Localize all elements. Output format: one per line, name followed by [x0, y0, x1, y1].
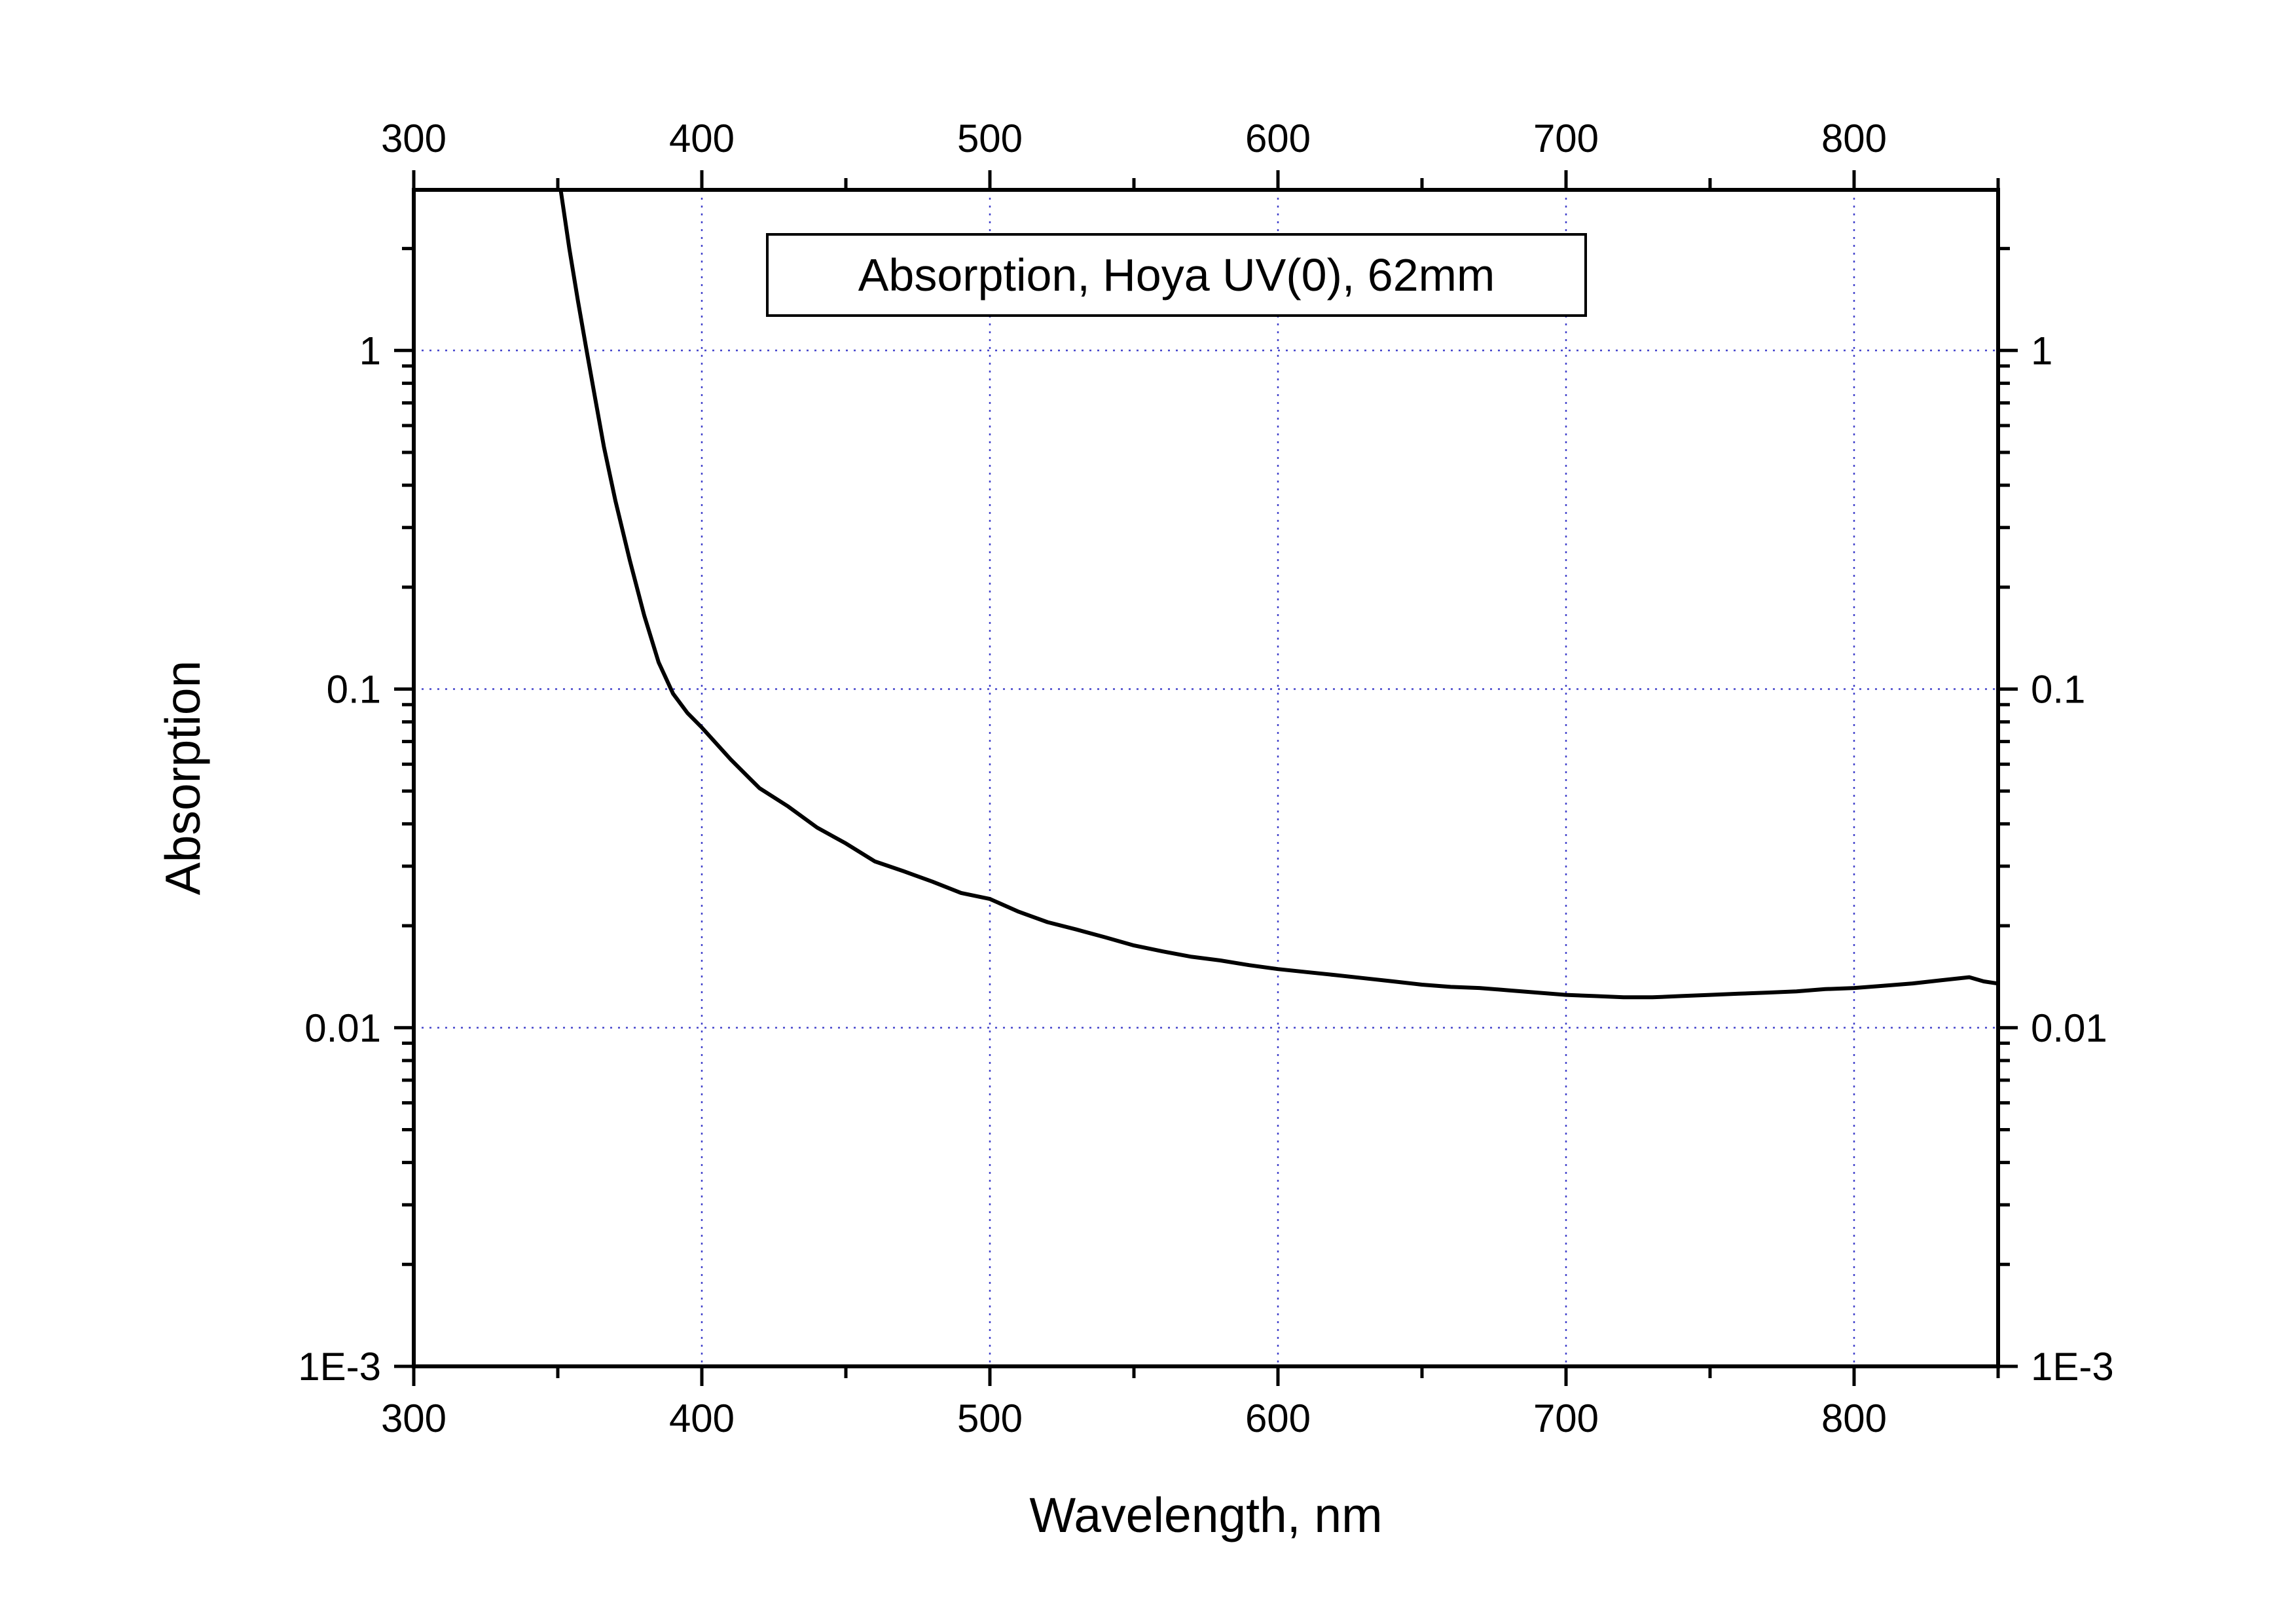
right-y-tick-label: 1: [2031, 329, 2052, 373]
y-tick-label: 1E-3: [298, 1345, 381, 1389]
absorption-series-line: [558, 189, 1999, 1000]
tick-labels: 300 300 400 400 500 500 600 600 700 700 800 800 1E-3…: [298, 117, 2114, 1440]
grid-lines: [414, 190, 1998, 1366]
top-x-tick-label: 800: [1821, 117, 1887, 160]
x-tick-label: 500: [957, 1396, 1023, 1440]
right-y-tick-label: 0.1: [2031, 668, 2085, 712]
legend-label: Absorption, Hoya UV(0), 62mm: [858, 249, 1495, 301]
x-tick-label: 400: [669, 1396, 735, 1440]
data-series-layer: [558, 189, 1999, 1000]
top-x-tick-label: 300: [381, 117, 446, 160]
top-x-tick-label: 500: [957, 117, 1023, 160]
top-x-tick-label: 600: [1245, 117, 1311, 160]
x-tick-label: 300: [381, 1396, 446, 1440]
right-y-tick-label: 1E-3: [2031, 1345, 2114, 1389]
legend-box: Absorption, Hoya UV(0), 62mm: [766, 233, 1587, 317]
y-tick-label: 0.01: [304, 1006, 381, 1050]
y-tick-label: 1: [359, 329, 381, 373]
legend-frame: [766, 233, 1587, 317]
x-tick-label: 700: [1533, 1396, 1599, 1440]
plot-area-frame: [412, 188, 2000, 1368]
axis-ticks: [394, 170, 2018, 1386]
right-y-tick-label: 0.01: [2031, 1006, 2107, 1050]
x-tick-label: 800: [1821, 1396, 1887, 1440]
y-tick-label: 0.1: [327, 668, 381, 712]
top-x-tick-label: 700: [1533, 117, 1599, 160]
x-tick-label: 600: [1245, 1396, 1311, 1440]
top-x-tick-label: 400: [669, 117, 735, 160]
y-axis-title: Absorption: [155, 661, 210, 896]
x-axis-title: Wavelength, nm: [1029, 1487, 1382, 1542]
